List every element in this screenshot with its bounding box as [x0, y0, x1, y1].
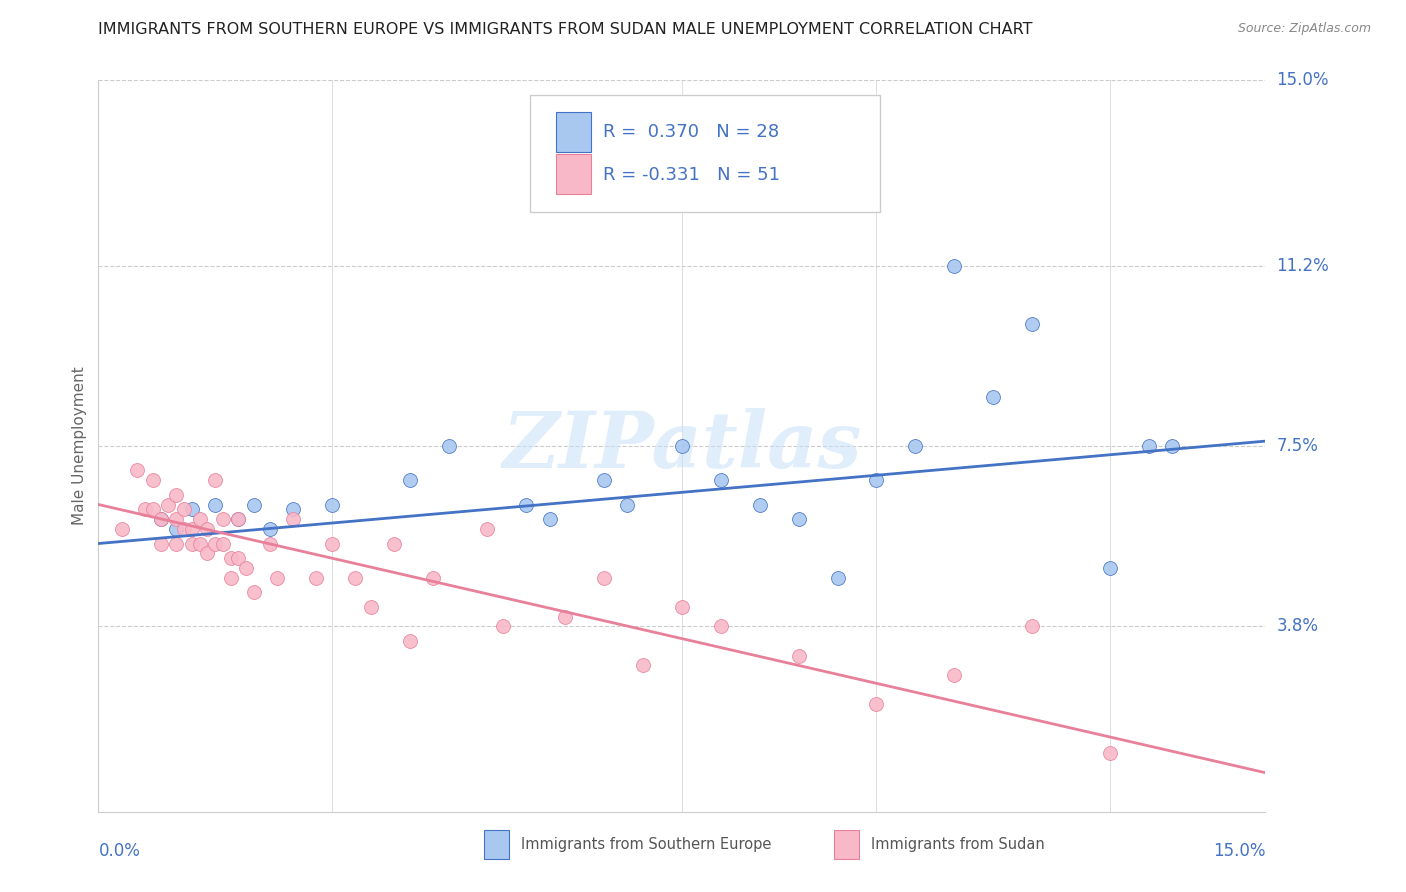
Bar [555, 112, 591, 152]
Point [593, 571, 616, 585]
Text: 15.0%: 15.0% [1213, 842, 1265, 860]
Point [165, 522, 187, 536]
Point [344, 571, 367, 585]
Point [188, 536, 211, 550]
Point [710, 619, 733, 633]
Point [142, 502, 165, 516]
Point [631, 658, 654, 673]
Point [398, 634, 420, 648]
Point [180, 502, 202, 516]
Point [382, 536, 405, 550]
Point [127, 463, 149, 477]
Point [180, 522, 202, 536]
Point [748, 498, 770, 512]
Point [305, 571, 328, 585]
Point [538, 512, 561, 526]
Point [593, 473, 616, 487]
Point [515, 498, 537, 512]
Point [165, 488, 187, 502]
Bar [484, 830, 509, 859]
Point [180, 536, 202, 550]
Point [165, 512, 187, 526]
Point [321, 536, 343, 550]
Point [266, 571, 288, 585]
Point [228, 551, 250, 566]
Point [671, 439, 693, 453]
Text: R =  0.370   N = 28: R = 0.370 N = 28 [603, 123, 779, 141]
FancyBboxPatch shape [530, 95, 880, 212]
Point [243, 585, 266, 599]
Point [219, 551, 242, 566]
Point [981, 390, 1004, 404]
Point [422, 571, 444, 585]
Point [134, 502, 156, 516]
Text: Immigrants from Southern Europe: Immigrants from Southern Europe [520, 837, 772, 852]
Point [1098, 746, 1121, 760]
Text: ZIPatlas: ZIPatlas [502, 408, 862, 484]
Point [195, 546, 218, 560]
Y-axis label: Male Unemployment: Male Unemployment [72, 367, 87, 525]
Text: Source: ZipAtlas.com: Source: ZipAtlas.com [1237, 22, 1371, 36]
Point [943, 668, 966, 682]
Point [142, 473, 165, 487]
Point [671, 599, 693, 614]
Point [1021, 619, 1043, 633]
Point [173, 502, 195, 516]
Point [149, 536, 172, 550]
Point [281, 502, 304, 516]
Text: R = -0.331   N = 51: R = -0.331 N = 51 [603, 166, 779, 184]
Text: Immigrants from Sudan: Immigrants from Sudan [870, 837, 1045, 852]
Text: 11.2%: 11.2% [1277, 257, 1329, 275]
Point [554, 609, 576, 624]
Point [228, 512, 250, 526]
Point [259, 522, 281, 536]
Point [1161, 439, 1184, 453]
Point [111, 522, 134, 536]
Point [212, 536, 235, 550]
Text: IMMIGRANTS FROM SOUTHERN EUROPE VS IMMIGRANTS FROM SUDAN MALE UNEMPLOYMENT CORRE: IMMIGRANTS FROM SOUTHERN EUROPE VS IMMIG… [98, 22, 1033, 37]
Point [259, 536, 281, 550]
Point [827, 571, 849, 585]
Point [228, 512, 250, 526]
Point [943, 259, 966, 273]
Point [149, 512, 172, 526]
Point [165, 536, 187, 550]
Bar [834, 830, 859, 859]
Text: 15.0%: 15.0% [1277, 71, 1329, 89]
Point [195, 522, 218, 536]
Point [281, 512, 304, 526]
Point [616, 498, 638, 512]
Point [865, 698, 887, 712]
Point [787, 648, 810, 663]
Point [157, 498, 180, 512]
Text: 7.5%: 7.5% [1277, 437, 1319, 455]
Point [149, 512, 172, 526]
Point [204, 536, 226, 550]
Point [477, 522, 499, 536]
Point [235, 561, 257, 575]
Point [173, 522, 195, 536]
Point [204, 498, 226, 512]
Point [492, 619, 515, 633]
Text: 3.8%: 3.8% [1277, 617, 1319, 635]
Point [188, 512, 211, 526]
Point [360, 599, 382, 614]
Point [243, 498, 266, 512]
Point [1137, 439, 1160, 453]
Point [1098, 561, 1121, 575]
Point [865, 473, 887, 487]
Point [787, 512, 810, 526]
Bar [555, 154, 591, 194]
Point [212, 512, 235, 526]
Text: 0.0%: 0.0% [98, 842, 141, 860]
Point [398, 473, 420, 487]
Point [904, 439, 927, 453]
Point [204, 473, 226, 487]
Point [1021, 317, 1043, 331]
Point [710, 473, 733, 487]
Point [321, 498, 343, 512]
Point [219, 571, 242, 585]
Point [437, 439, 460, 453]
